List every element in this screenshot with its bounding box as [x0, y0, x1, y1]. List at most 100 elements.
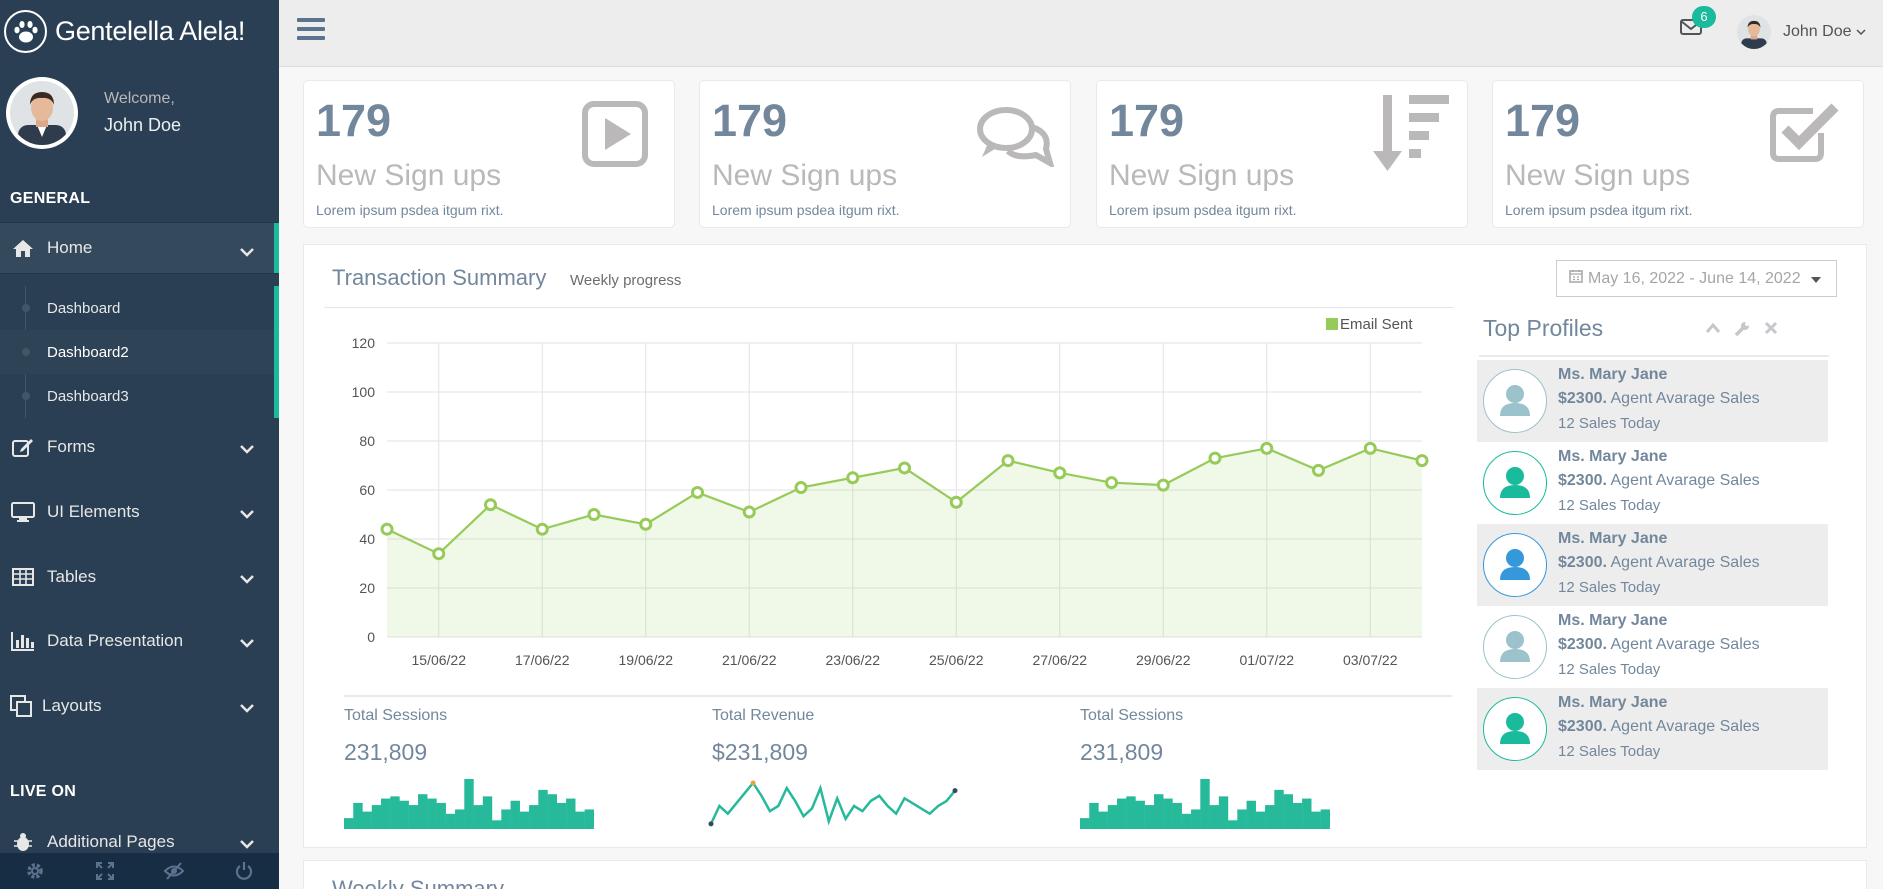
stat-total-revenue: Total Revenue $231,809	[712, 707, 1012, 766]
brand[interactable]: Gentelella Alela!	[0, 0, 279, 63]
settings-icon[interactable]	[0, 853, 70, 889]
bullet-icon	[22, 392, 30, 400]
profile-name[interactable]: Ms. Mary Jane	[1558, 448, 1668, 465]
stat-value: $231,809	[712, 739, 808, 765]
x-tick-label: 29/06/22	[1136, 652, 1191, 668]
stat-label: Total Sessions	[1080, 707, 1184, 724]
data-point	[380, 522, 394, 536]
tile-label: New Sign ups	[712, 159, 898, 192]
series-area	[387, 448, 1422, 637]
spark-bar	[1283, 794, 1293, 829]
wrench-icon[interactable]	[1734, 321, 1750, 342]
user-icon	[1483, 451, 1547, 515]
top-nav: 6 John Doe	[279, 0, 1883, 67]
x-tick-label: 17/06/22	[515, 652, 570, 668]
sidebar: Gentelella Alela! Welcome, John Doe GENE…	[0, 0, 279, 889]
spark-bar	[1302, 798, 1312, 829]
caret-down-icon	[1810, 270, 1821, 288]
bullet-icon	[22, 348, 30, 356]
sidebar-subitem-dashboard3[interactable]: Dashboard3	[0, 374, 274, 418]
profile-name[interactable]: Ms. Mary Jane	[1558, 530, 1668, 547]
spark-bar	[575, 811, 585, 829]
sidebar-profile: Welcome, John Doe	[0, 63, 279, 163]
data-point	[949, 495, 963, 509]
fullscreen-icon[interactable]	[70, 853, 140, 889]
user-icon	[1483, 697, 1547, 761]
sidebar-item-forms[interactable]: Forms	[0, 425, 279, 469]
revenue-sparkline	[708, 780, 958, 827]
power-icon[interactable]	[209, 853, 279, 889]
data-point	[1415, 454, 1429, 468]
legend-label: Email Sent	[1340, 316, 1413, 333]
profile-list-item[interactable]: Ms. Mary Jane $2300. Agent Avarage Sales 1…	[1477, 606, 1828, 688]
spark-bar	[547, 794, 557, 829]
spark-bar	[381, 798, 391, 829]
sidebar-item-label: Tables	[47, 567, 97, 586]
spark-bar	[482, 796, 493, 829]
y-tick-label: 100	[352, 384, 376, 400]
spark-bar	[1200, 779, 1210, 829]
data-point	[639, 517, 653, 531]
profile-list-item[interactable]: Ms. Mary Jane $2300. Agent Avarage Sales 1…	[1477, 442, 1828, 524]
sidebar-subitem-dashboard[interactable]: Dashboard	[0, 286, 274, 330]
spark-bar	[455, 809, 465, 829]
comments-icon	[976, 105, 1055, 172]
profile-list-item[interactable]: Ms. Mary Jane $2300. Agent Avarage Sales 1…	[1477, 688, 1828, 770]
spark-bar	[1218, 796, 1229, 829]
profile-role: Agent Avarage Sales	[1610, 718, 1760, 735]
sidebar-item-label: Additional Pages	[47, 832, 175, 851]
chevron-up-icon[interactable]	[1705, 321, 1721, 342]
sidebar-item-layouts[interactable]: Layouts	[0, 684, 279, 728]
sessions-sparkline	[1080, 779, 1330, 829]
chevron-down-icon	[240, 242, 254, 262]
home-icon	[10, 239, 36, 258]
spark-bar	[427, 798, 437, 829]
data-point	[691, 485, 704, 499]
profile-role: Agent Avarage Sales	[1610, 472, 1760, 489]
chevron-down-icon	[240, 698, 254, 718]
profile-amount: $2300.	[1558, 472, 1607, 489]
spark-bar	[1117, 798, 1127, 829]
data-point	[742, 505, 756, 519]
chevron-down-icon	[1855, 23, 1866, 41]
user-menu[interactable]: John Doe	[1737, 15, 1866, 49]
sidebar-item-tables[interactable]: Tables	[0, 555, 279, 599]
profile-role: Agent Avarage Sales	[1610, 554, 1760, 571]
user-icon	[1483, 369, 1547, 433]
sidebar-item-ui-elements[interactable]: UI Elements	[0, 490, 279, 534]
profile-list-item[interactable]: Ms. Mary Jane $2300. Agent Avarage Sales 1…	[1477, 360, 1828, 442]
close-icon[interactable]	[1764, 321, 1778, 342]
profile-name[interactable]: Ms. Mary Jane	[1558, 366, 1668, 383]
sidebar-item-additional-pages[interactable]: Additional Pages	[0, 820, 279, 864]
desktop-icon	[10, 502, 36, 522]
date-range-picker[interactable]: May 16, 2022 - June 14, 2022	[1556, 260, 1837, 297]
stat-value: 231,809	[1080, 739, 1164, 765]
sidebar-footer	[0, 853, 279, 889]
sidebar-item-home[interactable]: Home	[0, 222, 279, 274]
profile-name[interactable]: Ms. Mary Jane	[1558, 694, 1668, 711]
eye-slash-icon[interactable]	[140, 853, 210, 889]
chevron-down-icon	[240, 633, 254, 653]
user-icon	[1483, 533, 1547, 597]
sidebar-item-data-presentation[interactable]: Data Presentation	[0, 619, 279, 663]
tile-count: 179	[316, 95, 392, 146]
data-point	[484, 498, 497, 512]
subitem-label: Dashboard	[47, 299, 121, 317]
spark-bar	[1228, 820, 1238, 829]
profile-amount: $2300.	[1558, 390, 1607, 407]
spark-bar	[473, 805, 483, 829]
profile-name[interactable]: Ms. Mary Jane	[1558, 612, 1668, 629]
spark-bar	[1292, 802, 1303, 829]
clone-icon	[10, 695, 32, 717]
panel-toolbox	[1705, 321, 1778, 342]
spark-bar	[1255, 811, 1266, 829]
avatar	[1737, 15, 1771, 49]
menu-toggle-icon[interactable]	[297, 17, 325, 46]
data-point	[898, 461, 911, 475]
tile-label: New Sign ups	[316, 159, 502, 192]
sidebar-subitem-dashboard2[interactable]: Dashboard2	[0, 330, 274, 374]
stat-total-sessions: Total Sessions 231,809	[344, 707, 644, 766]
profile-list-item[interactable]: Ms. Mary Jane $2300. Agent Avarage Sales 1…	[1477, 524, 1828, 606]
spark-bar	[566, 798, 576, 829]
section-live-on: LIVE ON	[10, 783, 77, 800]
